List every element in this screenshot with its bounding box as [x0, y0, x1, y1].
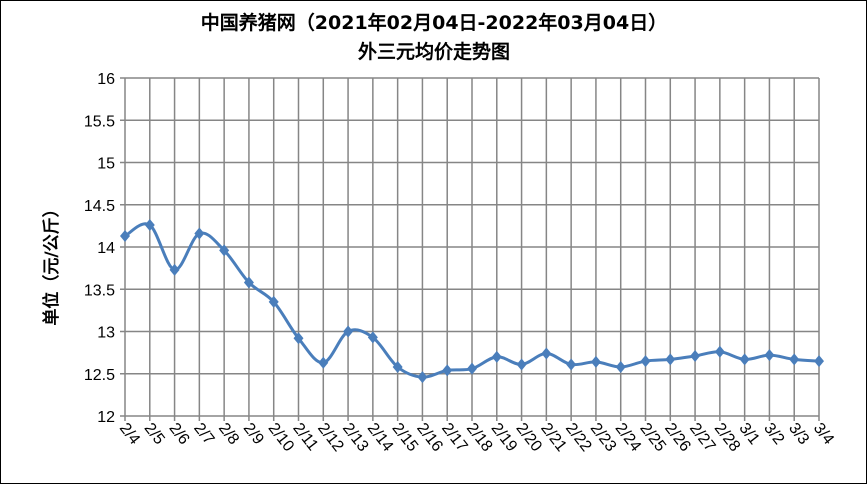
y-tick-label: 16	[97, 71, 115, 88]
markers	[120, 219, 824, 384]
chart-title: 中国养猪网（2021年02月04日-2022年03月04日）	[201, 11, 667, 34]
x-tick-label: 3/3	[785, 420, 812, 448]
y-tick-label: 12.5	[84, 367, 115, 384]
data-point-marker	[442, 364, 453, 377]
x-tick-label: 2/23	[587, 420, 620, 455]
x-tick-label: 2/14	[364, 420, 397, 455]
x-tick-label: 2/7	[190, 420, 217, 448]
y-tick-label: 13	[97, 325, 115, 342]
x-tick-label: 2/27	[686, 420, 719, 455]
data-point-marker	[219, 244, 230, 257]
x-tick-label: 2/21	[537, 420, 570, 455]
data-point-marker	[814, 355, 824, 368]
data-point-marker	[194, 227, 205, 240]
data-point-marker	[367, 331, 378, 344]
data-point-marker	[789, 353, 800, 366]
y-tick-label: 14.5	[84, 198, 115, 215]
x-tick-label: 2/26	[661, 420, 694, 455]
x-tick-label: 2/18	[463, 420, 496, 455]
x-tick-label: 2/12	[314, 420, 347, 455]
x-tick-label: 2/4	[116, 420, 143, 448]
x-tick-label: 2/11	[289, 420, 321, 454]
x-tick-label: 3/4	[810, 420, 837, 448]
y-tick-label: 14	[97, 240, 115, 257]
x-tick-label: 2/19	[488, 420, 521, 455]
x-tick-label: 3/2	[760, 420, 787, 448]
data-point-marker	[417, 371, 428, 384]
data-point-marker	[120, 230, 130, 243]
x-tick-label: 2/24	[612, 420, 645, 455]
y-tick-label: 13.5	[84, 282, 115, 299]
x-tick-label: 2/28	[711, 420, 744, 455]
x-tick-label: 2/20	[512, 420, 545, 455]
data-point-marker	[467, 362, 477, 375]
x-tick-label: 2/5	[141, 420, 168, 448]
data-point-marker	[268, 295, 279, 308]
x-tick-label: 2/15	[388, 420, 421, 455]
data-point-marker	[318, 356, 329, 369]
y-tick-label: 12	[97, 409, 115, 426]
x-tick-label: 2/8	[215, 420, 242, 448]
data-point-marker	[392, 360, 403, 373]
data-point-marker	[243, 276, 254, 289]
x-tick-label: 2/22	[562, 420, 595, 455]
data-point-marker	[764, 349, 775, 362]
data-point-marker	[690, 350, 701, 363]
x-tick-label: 2/9	[240, 420, 267, 448]
data-point-marker	[144, 219, 155, 232]
data-point-marker	[169, 263, 180, 276]
x-tick-label: 2/25	[636, 420, 669, 455]
data-point-marker	[566, 358, 577, 371]
data-point-marker	[739, 353, 750, 366]
data-point-marker	[590, 355, 601, 368]
x-tick-label: 2/17	[438, 420, 471, 455]
x-tick-label: 2/16	[413, 420, 446, 455]
y-tick-label: 15	[97, 156, 115, 173]
data-point-marker	[714, 345, 725, 358]
y-axis-label: 单位（元/公斤）	[41, 200, 62, 325]
chart-subtitle: 外三元均价走势图	[358, 40, 510, 63]
data-point-marker	[491, 350, 502, 363]
data-point-marker	[541, 347, 552, 360]
x-tick-label: 2/6	[165, 420, 192, 448]
data-point-marker	[293, 332, 304, 345]
x-tick-label: 2/10	[265, 420, 298, 455]
data-point-marker	[343, 325, 354, 338]
data-point-marker	[665, 353, 676, 366]
y-tick-label: 15.5	[84, 113, 115, 130]
x-tick-label: 2/13	[339, 420, 372, 455]
data-point-marker	[640, 355, 651, 368]
data-point-marker	[615, 360, 626, 373]
data-point-marker	[516, 358, 527, 371]
x-ticks: 2/42/52/62/72/82/92/102/112/122/132/142/…	[116, 420, 837, 455]
y-ticks: 12 12.5 13 13.5 14 14.5 15 15.5 16	[84, 71, 115, 426]
